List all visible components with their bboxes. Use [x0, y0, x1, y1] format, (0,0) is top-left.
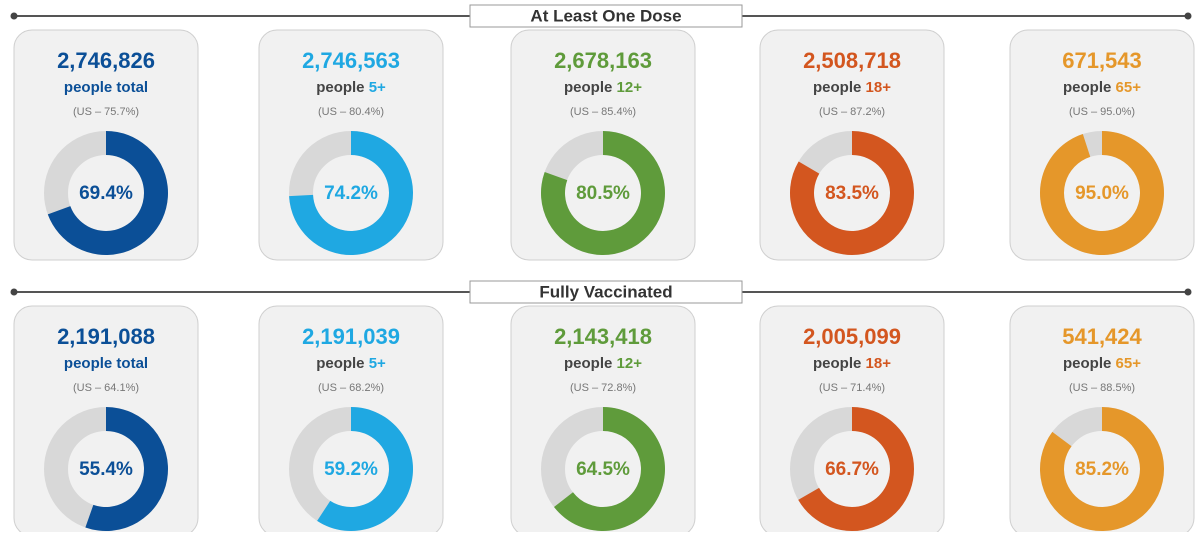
donut-label: 69.4%	[79, 183, 133, 204]
group: 65+	[1116, 79, 1142, 96]
section-title: At Least One Dose	[530, 6, 681, 25]
us-comparison: (US – 80.4%)	[318, 106, 384, 118]
group: 18+	[866, 355, 892, 372]
donut-label: 80.5%	[576, 183, 630, 204]
us-comparison: (US – 85.4%)	[570, 106, 636, 118]
count: 2,191,088	[57, 324, 155, 349]
donut-label: 74.2%	[324, 183, 378, 204]
us-comparison: (US – 87.2%)	[819, 106, 885, 118]
donut-arc	[317, 407, 413, 531]
divider-dot	[10, 288, 18, 296]
count: 541,424	[1062, 324, 1142, 349]
people-word: people	[1063, 79, 1111, 96]
section-label-box	[469, 4, 743, 28]
donut-label: 95.0%	[1075, 183, 1129, 204]
us-comparison: (US – 75.7%)	[73, 106, 139, 118]
donut-arc	[554, 407, 665, 531]
people-label: people 65+	[1063, 355, 1141, 372]
section-title: Fully Vaccinated	[539, 282, 672, 301]
us-comparison: (US – 68.2%)	[318, 382, 384, 394]
people-label: people total	[64, 355, 148, 372]
people-label: people 12+	[564, 355, 642, 372]
divider-dot	[10, 12, 18, 20]
donut-arc	[790, 131, 914, 255]
group: 5+	[369, 79, 386, 96]
us-comparison: (US – 95.0%)	[1069, 106, 1135, 118]
people-word: people	[316, 79, 364, 96]
us-comparison: (US – 72.8%)	[570, 382, 636, 394]
count: 2,678,163	[554, 48, 652, 73]
us-comparison: (US – 64.1%)	[73, 382, 139, 394]
people-label: people 12+	[564, 79, 642, 96]
people-word: people	[316, 355, 364, 372]
donut-arc	[1040, 407, 1164, 531]
donut-label: 85.2%	[1075, 459, 1129, 480]
count: 671,543	[1062, 48, 1142, 73]
section-label-box	[469, 280, 743, 304]
people-label: people 18+	[813, 355, 891, 372]
donut-label: 59.2%	[324, 459, 378, 480]
count: 2,746,563	[302, 48, 400, 73]
group: total	[116, 355, 148, 372]
people-word: people	[813, 355, 861, 372]
group: 18+	[866, 79, 892, 96]
group: 12+	[617, 355, 643, 372]
people-label: people 65+	[1063, 79, 1141, 96]
people-label: people total	[64, 79, 148, 96]
count: 2,508,718	[803, 48, 901, 73]
count: 2,005,099	[803, 324, 901, 349]
donut-label: 55.4%	[79, 459, 133, 480]
people-label: people 5+	[316, 79, 386, 96]
donut-label: 64.5%	[576, 459, 630, 480]
count: 2,143,418	[554, 324, 652, 349]
group: 5+	[369, 355, 386, 372]
people-label: people 18+	[813, 79, 891, 96]
donut-label: 83.5%	[825, 183, 879, 204]
divider-dot	[1184, 288, 1192, 296]
people-word: people	[564, 79, 612, 96]
divider-dot	[1184, 12, 1192, 20]
donut-arc	[85, 407, 169, 531]
group: 12+	[617, 79, 643, 96]
donut-arc	[1039, 131, 1164, 255]
donut-arc	[47, 131, 168, 255]
donut-label: 66.7%	[825, 459, 879, 480]
people-word: people	[813, 79, 861, 96]
group: total	[116, 79, 148, 96]
us-comparison: (US – 88.5%)	[1069, 382, 1135, 394]
count: 2,746,826	[57, 48, 155, 73]
people-word: people	[64, 79, 112, 96]
us-comparison: (US – 71.4%)	[819, 382, 885, 394]
donut-arc	[540, 131, 665, 255]
people-word: people	[1063, 355, 1111, 372]
donut-arc	[798, 407, 914, 531]
count: 2,191,039	[302, 324, 400, 349]
group: 65+	[1116, 355, 1142, 372]
donut-arc	[289, 131, 414, 255]
people-label: people 5+	[316, 355, 386, 372]
people-word: people	[564, 355, 612, 372]
people-word: people	[64, 355, 112, 372]
